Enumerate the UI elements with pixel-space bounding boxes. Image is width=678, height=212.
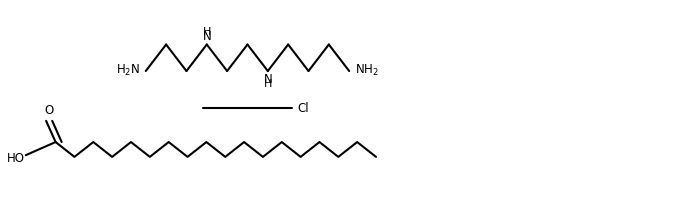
Text: $\mathregular{NH_2}$: $\mathregular{NH_2}$ — [355, 63, 379, 78]
Text: HO: HO — [7, 152, 25, 166]
Text: N: N — [203, 30, 211, 43]
Text: H: H — [203, 27, 211, 37]
Text: N: N — [264, 73, 272, 86]
Text: H: H — [264, 79, 272, 89]
Text: $\mathregular{H_2N}$: $\mathregular{H_2N}$ — [116, 63, 140, 78]
Text: Cl: Cl — [298, 102, 309, 115]
Text: O: O — [45, 104, 54, 117]
